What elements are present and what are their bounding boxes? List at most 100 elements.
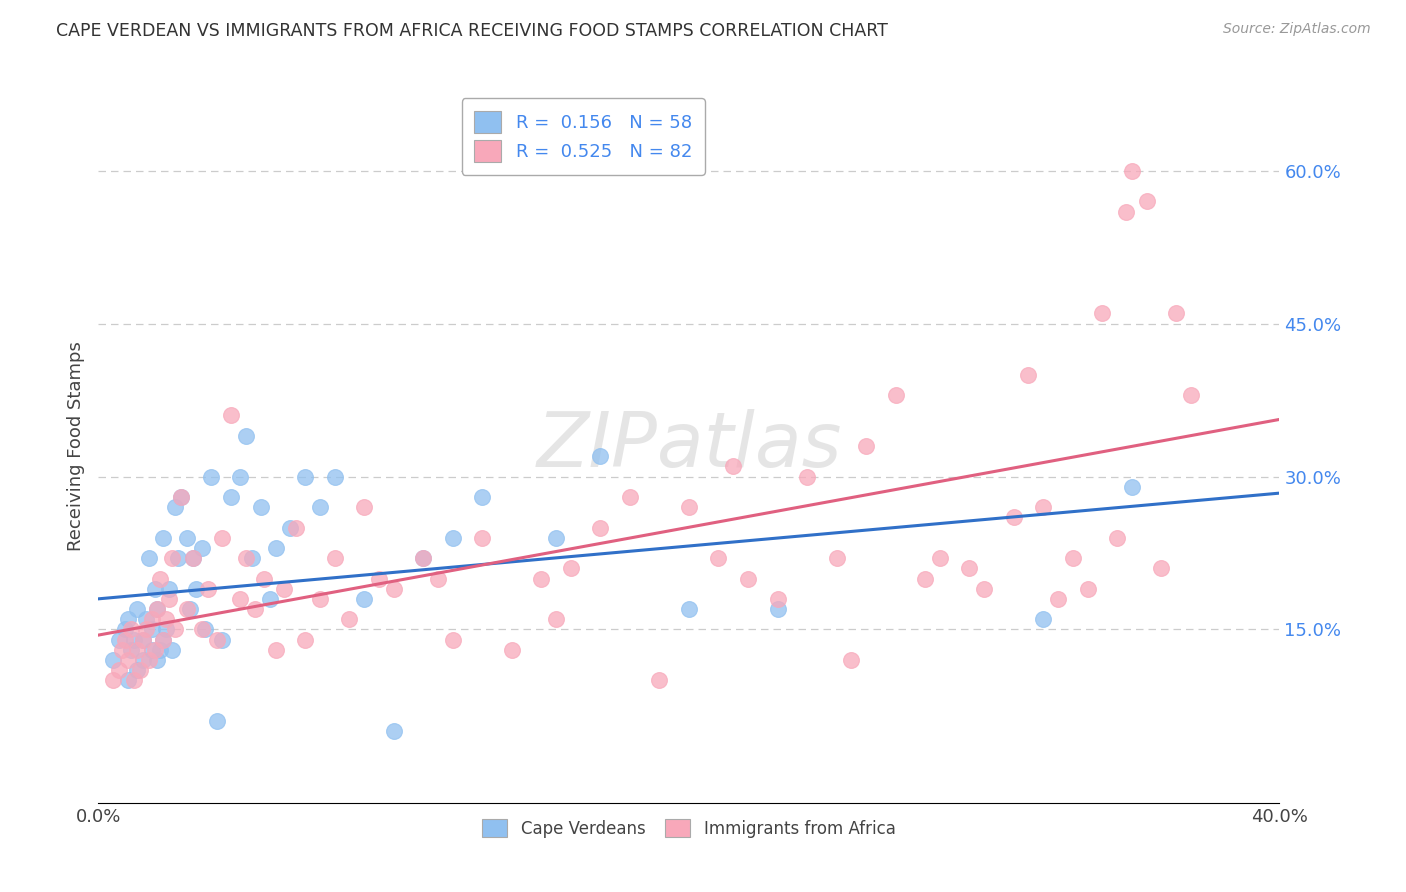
- Point: [181, 551, 204, 566]
- Point: [1032, 612, 1054, 626]
- Point: [589, 449, 612, 463]
- Point: [229, 469, 252, 483]
- Point: [197, 582, 219, 596]
- Point: [723, 459, 745, 474]
- Point: [111, 643, 134, 657]
- Point: [264, 541, 287, 555]
- Point: [855, 439, 877, 453]
- Point: [138, 551, 160, 566]
- Point: [205, 714, 228, 729]
- Point: [155, 612, 177, 626]
- Point: [530, 572, 553, 586]
- Point: [959, 561, 981, 575]
- Point: [117, 653, 139, 667]
- Point: [427, 572, 450, 586]
- Point: [353, 500, 375, 515]
- Point: [914, 572, 936, 586]
- Point: [141, 643, 163, 657]
- Point: [1121, 480, 1143, 494]
- Point: [929, 551, 952, 566]
- Point: [707, 551, 730, 566]
- Point: [441, 531, 464, 545]
- Point: [737, 572, 759, 586]
- Text: Source: ZipAtlas.com: Source: ZipAtlas.com: [1223, 22, 1371, 37]
- Point: [152, 632, 174, 647]
- Point: [285, 520, 308, 534]
- Point: [294, 469, 316, 483]
- Point: [678, 602, 700, 616]
- Point: [211, 531, 233, 545]
- Point: [135, 612, 157, 626]
- Point: [560, 561, 582, 575]
- Point: [108, 663, 131, 677]
- Point: [167, 551, 190, 566]
- Point: [309, 500, 332, 515]
- Point: [132, 632, 155, 647]
- Point: [200, 469, 222, 483]
- Point: [146, 602, 169, 616]
- Point: [170, 490, 193, 504]
- Point: [1107, 531, 1129, 545]
- Point: [132, 653, 155, 667]
- Point: [157, 591, 180, 606]
- Point: [1032, 500, 1054, 515]
- Point: [796, 469, 818, 483]
- Text: ZIPatlas: ZIPatlas: [536, 409, 842, 483]
- Legend: Cape Verdeans, Immigrants from Africa: Cape Verdeans, Immigrants from Africa: [475, 813, 903, 845]
- Point: [546, 612, 568, 626]
- Point: [146, 602, 169, 616]
- Point: [162, 643, 183, 657]
- Point: [1018, 368, 1040, 382]
- Point: [135, 623, 157, 637]
- Point: [471, 490, 494, 504]
- Point: [176, 531, 198, 545]
- Point: [589, 520, 612, 534]
- Point: [1046, 591, 1070, 606]
- Point: [125, 643, 148, 657]
- Point: [191, 623, 214, 637]
- Point: [141, 612, 163, 626]
- Point: [1121, 163, 1143, 178]
- Point: [264, 643, 287, 657]
- Point: [146, 653, 169, 667]
- Point: [1180, 388, 1202, 402]
- Point: [412, 551, 434, 566]
- Point: [382, 582, 405, 596]
- Point: [165, 623, 187, 637]
- Point: [114, 623, 136, 637]
- Point: [122, 673, 145, 688]
- Point: [1166, 306, 1188, 320]
- Point: [309, 591, 332, 606]
- Point: [152, 632, 174, 647]
- Point: [501, 643, 523, 657]
- Point: [103, 653, 125, 667]
- Point: [103, 673, 125, 688]
- Point: [152, 531, 174, 545]
- Point: [120, 643, 142, 657]
- Point: [184, 582, 207, 596]
- Point: [181, 551, 204, 566]
- Point: [766, 602, 789, 616]
- Point: [176, 602, 198, 616]
- Point: [339, 612, 361, 626]
- Point: [235, 551, 257, 566]
- Point: [841, 653, 863, 667]
- Point: [117, 612, 139, 626]
- Point: [546, 531, 568, 545]
- Point: [128, 663, 150, 677]
- Point: [1091, 306, 1114, 320]
- Point: [1136, 194, 1159, 209]
- Point: [191, 541, 214, 555]
- Point: [1002, 510, 1025, 524]
- Point: [205, 632, 228, 647]
- Point: [179, 602, 201, 616]
- Point: [240, 551, 263, 566]
- Point: [143, 582, 166, 596]
- Point: [259, 591, 281, 606]
- Point: [125, 663, 148, 677]
- Point: [143, 643, 166, 657]
- Point: [273, 582, 295, 596]
- Text: CAPE VERDEAN VS IMMIGRANTS FROM AFRICA RECEIVING FOOD STAMPS CORRELATION CHART: CAPE VERDEAN VS IMMIGRANTS FROM AFRICA R…: [56, 22, 889, 40]
- Point: [1150, 561, 1173, 575]
- Point: [157, 582, 180, 596]
